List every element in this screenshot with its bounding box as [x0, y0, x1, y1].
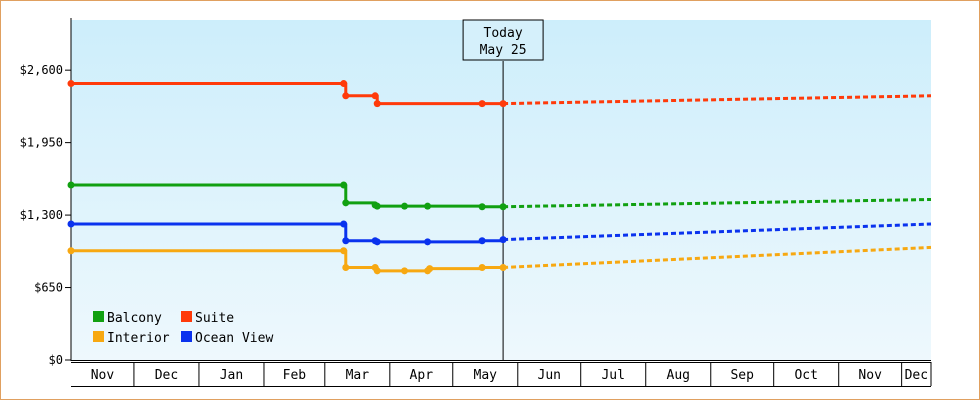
legend-swatch — [181, 311, 192, 322]
legend-swatch — [93, 311, 104, 322]
series-forecast-line — [503, 197, 932, 209]
data-point[interactable] — [67, 181, 75, 189]
x-tick-label: Feb — [283, 368, 307, 383]
data-point[interactable] — [478, 203, 486, 211]
series-layer — [67, 80, 932, 275]
data-point[interactable] — [340, 80, 348, 88]
y-tick-label: $1,950 — [20, 136, 63, 150]
data-point[interactable] — [499, 203, 507, 211]
today-date-label: May 25 — [480, 43, 527, 58]
data-point[interactable] — [478, 237, 486, 245]
data-point[interactable] — [424, 238, 432, 246]
legend-label: Interior — [107, 331, 170, 346]
data-point[interactable] — [373, 100, 381, 108]
series-balcony — [67, 181, 932, 211]
data-point[interactable] — [340, 220, 348, 228]
y-tick-label: $0 — [49, 353, 63, 367]
data-point[interactable] — [67, 247, 75, 255]
x-tick-label: Mar — [346, 368, 370, 383]
series-interior — [67, 245, 932, 275]
series-forecast-line — [503, 245, 932, 269]
x-tick-label: Aug — [667, 368, 690, 383]
data-point[interactable] — [478, 100, 486, 108]
plot-area — [71, 20, 931, 360]
data-point[interactable] — [499, 100, 507, 108]
series-forecast-line — [503, 94, 932, 106]
data-point[interactable] — [342, 199, 350, 207]
series-forecast-line — [503, 222, 932, 242]
data-point[interactable] — [340, 247, 348, 255]
x-tick-label: Sep — [730, 368, 754, 383]
x-tick-label: Nov — [858, 368, 882, 383]
legend-item: Suite — [181, 311, 234, 326]
legend-label: Ocean View — [195, 331, 273, 346]
x-axis: Nov Dec Jan Feb Mar Apr May Jun Jul Aug Sep Oct Nov D… — [71, 360, 932, 387]
data-point[interactable] — [373, 238, 381, 246]
legend-swatch — [93, 331, 104, 342]
x-tick-label: Jun — [538, 368, 561, 383]
data-point[interactable] — [342, 237, 350, 245]
data-point[interactable] — [373, 267, 381, 275]
data-point[interactable] — [499, 236, 507, 244]
legend-item: Ocean View — [181, 331, 273, 346]
y-axis: $0 $650 $1,300 $1,950 $2,600 — [20, 18, 72, 367]
data-point[interactable] — [340, 181, 348, 189]
x-tick-label: Jan — [220, 368, 243, 383]
legend-item: Interior — [93, 331, 170, 346]
data-point[interactable] — [373, 202, 381, 210]
data-point[interactable] — [401, 202, 409, 210]
today-marker: Today May 25 — [462, 19, 544, 360]
x-tick-label: Jul — [601, 368, 624, 383]
data-point[interactable] — [499, 263, 507, 271]
x-tick-label: May — [474, 368, 498, 383]
x-tick-label: Dec — [905, 368, 928, 383]
x-tick-label: Nov — [91, 368, 115, 383]
legend-label: Balcony — [107, 311, 162, 326]
today-box — [462, 19, 544, 61]
data-point[interactable] — [478, 263, 486, 271]
series-ocean-view — [67, 220, 932, 246]
data-point[interactable] — [342, 263, 350, 271]
data-point[interactable] — [67, 220, 75, 228]
today-label: Today — [484, 26, 523, 41]
data-point[interactable] — [371, 92, 379, 100]
y-tick-label: $1,300 — [20, 208, 63, 222]
data-point[interactable] — [426, 265, 434, 273]
legend: Balcony Suite Interior Ocean View — [93, 311, 273, 346]
series-suite — [67, 80, 932, 108]
legend-label: Suite — [195, 311, 234, 326]
x-tick-label: Dec — [155, 368, 178, 383]
data-point[interactable] — [67, 80, 75, 88]
data-point[interactable] — [401, 267, 409, 275]
legend-swatch — [181, 331, 192, 342]
y-tick-label: $2,600 — [20, 63, 63, 77]
y-tick-label: $650 — [34, 281, 63, 295]
legend-item: Balcony — [93, 311, 162, 326]
x-tick-label: Apr — [410, 368, 434, 383]
x-tick-label: Oct — [794, 368, 817, 383]
data-point[interactable] — [424, 202, 432, 210]
data-point[interactable] — [342, 92, 350, 100]
